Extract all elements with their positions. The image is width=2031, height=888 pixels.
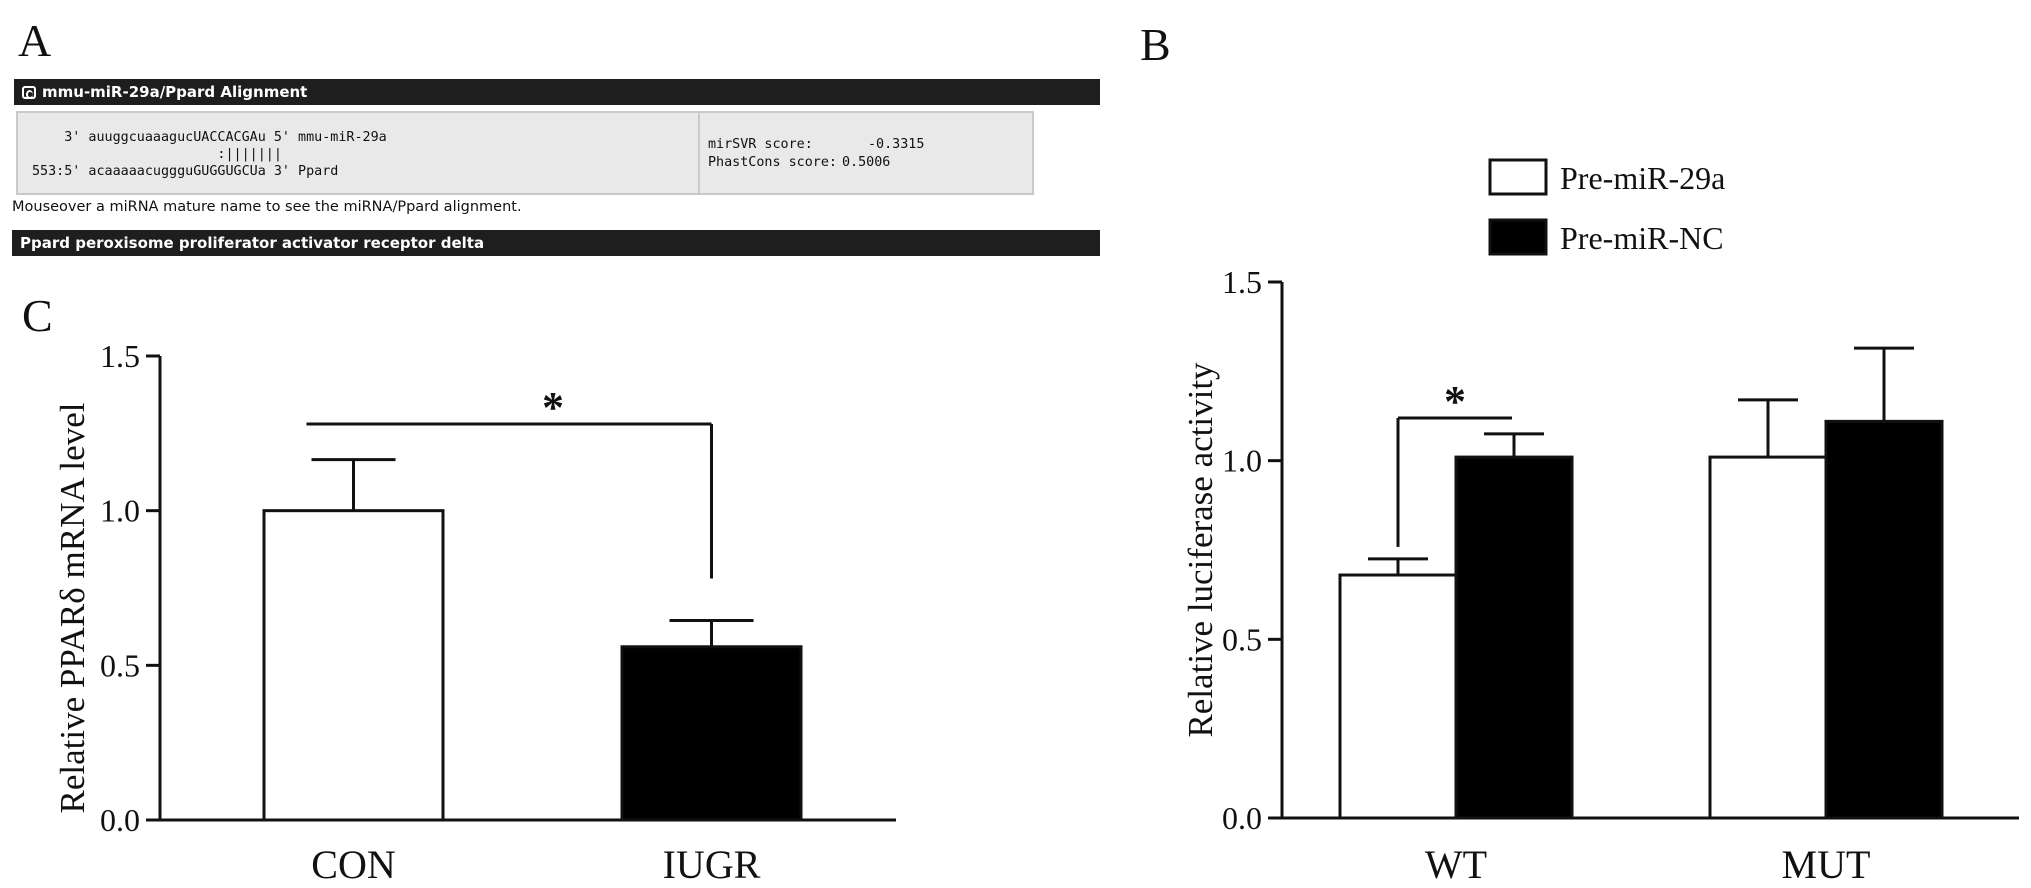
significance-star: * <box>1444 377 1466 426</box>
mirsvr-value: -0.3315 <box>868 137 925 152</box>
y-tick-label: 0.5 <box>1222 621 1262 657</box>
gene-header-title: Ppard peroxisome proliferator activator … <box>20 234 485 252</box>
target-sequence: 553:5' acaaaaacuggguGUGGUGCUa 3' Ppard <box>32 164 339 179</box>
legend-label: Pre-miR-29a <box>1560 160 1725 196</box>
y-tick-label: 1.5 <box>1222 264 1262 300</box>
alignment-header-title: mmu-miR-29a/Ppard Alignment <box>42 83 308 101</box>
mirsvr-label: mirSVR score: <box>708 137 813 152</box>
y-tick-label: 1.0 <box>100 493 140 529</box>
bar-iugr <box>620 645 803 822</box>
bar-con <box>262 509 445 822</box>
y-tick-label: 0.5 <box>100 647 140 683</box>
x-tick-label: WT <box>1425 842 1487 887</box>
y-tick-label: 0.0 <box>1222 800 1262 836</box>
bar-wt-premir-nc <box>1454 455 1574 820</box>
legend-label: Pre-miR-NC <box>1560 220 1724 256</box>
bar-wt-premir-29a <box>1338 573 1458 820</box>
phastcons-value: 0.5006 <box>842 155 891 170</box>
legend-swatch <box>1488 158 1548 196</box>
y-tick-label: 1.5 <box>100 338 140 374</box>
phastcons-label: PhastCons score: <box>708 155 837 170</box>
x-tick-label: MUT <box>1782 842 1871 887</box>
chart-b: 0.0 0.5 1.0 1.5 Relative luciferase activity… <box>1181 158 2019 887</box>
bar-mut-premir-29a <box>1708 455 1828 820</box>
y-axis-label: Relative luciferase activity <box>1181 362 1220 738</box>
x-tick-label: CON <box>311 842 395 887</box>
panel-label-b: B <box>1140 19 1171 70</box>
alignment-box: 3' auuggcuaaagucUACCACGAu 5' mmu-miR-29a… <box>16 111 1034 195</box>
gene-header: Ppard peroxisome proliferator activator … <box>12 230 1100 256</box>
y-axis-label: Relative PPARδ mRNA level <box>53 402 92 813</box>
alignment-divider <box>698 113 700 193</box>
panel-label-c: C <box>22 290 53 341</box>
mouseover-note: Mouseover a miRNA mature name to see the… <box>12 199 522 215</box>
match-line: :||||||| <box>32 147 282 162</box>
x-tick-label: IUGR <box>663 842 761 887</box>
y-tick-label: 1.0 <box>1222 443 1262 479</box>
y-tick-label: 0.0 <box>100 802 140 838</box>
panel-label-a: A <box>18 15 52 66</box>
mirna-sequence: 3' auuggcuaaagucUACCACGAu 5' mmu-miR-29a <box>32 130 387 145</box>
significance-star: * <box>542 383 564 432</box>
alignment-header: mmu-miR-29a/Ppard Alignment <box>14 79 1100 105</box>
bar-mut-premir-nc <box>1824 419 1944 820</box>
copy-icon <box>22 86 36 99</box>
legend-swatch <box>1488 218 1548 256</box>
